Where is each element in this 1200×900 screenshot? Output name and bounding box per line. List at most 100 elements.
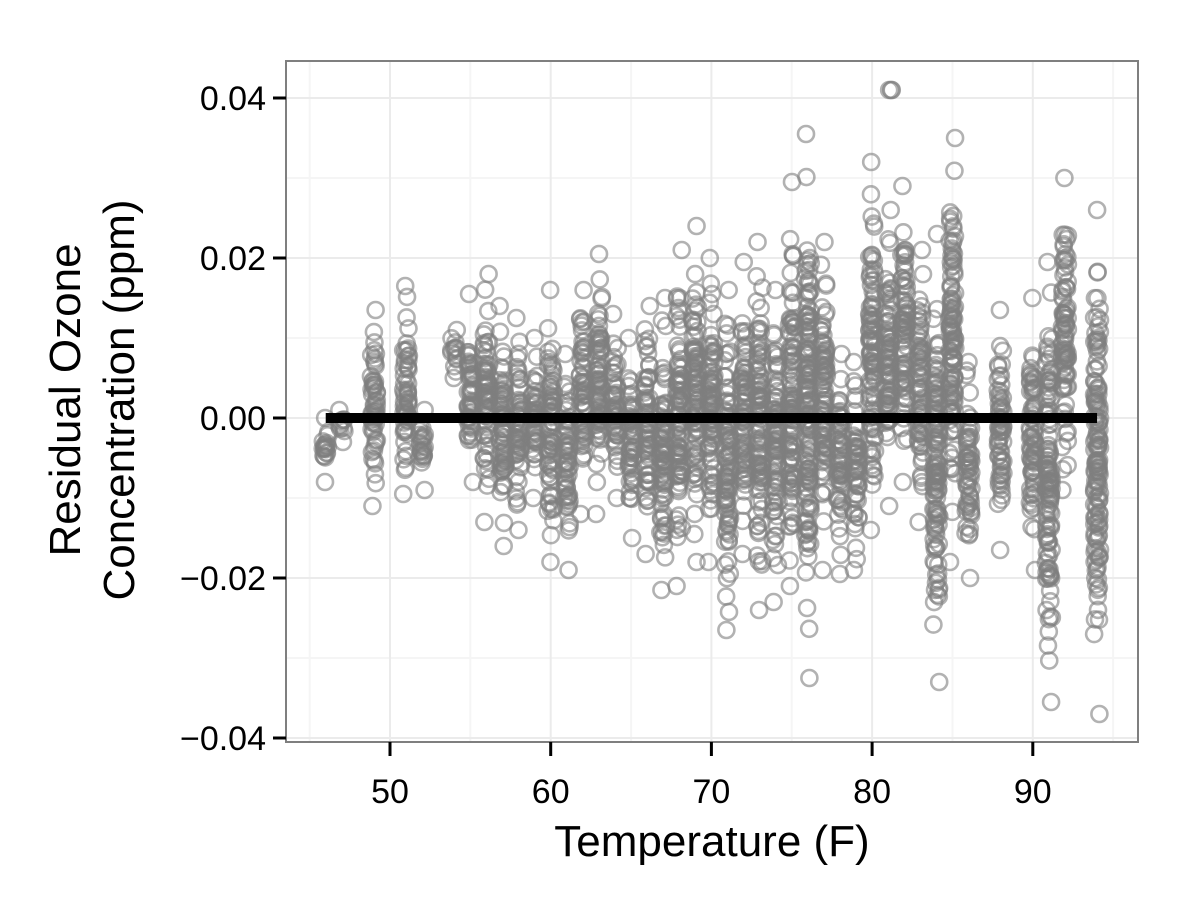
data-point [844,560,864,580]
data-point [539,494,559,514]
data-point [685,524,704,544]
data-point [813,315,832,335]
data-point [636,544,655,564]
data-point [894,243,913,262]
data-point [992,355,1012,374]
x-tick-label: 80 [853,773,891,811]
data-point [909,331,929,351]
data-point [924,592,944,612]
data-point [1039,426,1059,446]
data-point [879,230,898,249]
data-point [366,344,386,364]
data-point [686,301,705,321]
data-point [945,161,964,181]
data-point [587,341,606,361]
data-point [719,508,739,528]
data-point [490,296,509,316]
data-point [865,264,884,283]
data-point [1057,229,1076,249]
data-point [715,532,735,551]
data-point [719,280,738,300]
data-point [753,278,772,297]
data-point [574,445,594,464]
data-point [393,340,413,360]
data-point [1086,454,1106,473]
y-tick-label: 0.04 [200,80,266,118]
data-point [1090,465,1109,485]
data-point [929,672,949,692]
data-point [845,514,865,534]
data-point [1088,569,1108,589]
data-point [717,620,736,640]
data-point [1089,458,1108,477]
data-point [859,247,879,267]
data-point [589,244,609,264]
data-point [830,526,850,546]
data-point [701,274,721,294]
data-point [363,422,383,442]
data-point [704,369,723,388]
data-point [668,515,688,535]
data-point [362,442,382,462]
data-point [667,576,686,596]
data-point [943,330,963,350]
data-point [608,338,627,358]
y-axis-title-line: Concentration (ppm) [95,199,144,600]
data-point [715,555,735,574]
data-point [860,297,880,317]
data-point [734,252,754,272]
data-point [780,576,800,596]
data-point [811,255,831,275]
data-point [1087,200,1107,220]
data-point [522,385,542,405]
data-point [879,496,899,516]
y-tick-label: −0.02 [180,560,266,598]
data-point [394,392,414,412]
data-point [1087,397,1107,417]
data-point [685,264,705,284]
x-tick-label: 60 [532,773,570,811]
data-point [1085,514,1104,534]
data-point [622,528,642,548]
data-point [799,521,819,541]
data-point [474,334,494,353]
data-point [1053,460,1073,479]
data-point [941,277,960,297]
data-point [800,668,819,688]
data-point [846,538,866,558]
data-point [864,217,884,236]
data-point [558,488,577,507]
data-point [509,520,528,540]
data-point [559,560,578,580]
data-point [940,552,960,572]
data-point [801,495,820,514]
data-point [606,356,625,375]
data-point [506,482,526,501]
data-point [686,295,706,314]
x-tick-label: 70 [692,773,730,811]
data-point [865,428,885,448]
data-point [961,492,981,512]
data-point [940,231,959,250]
data-point [780,229,800,249]
data-point [1055,313,1075,333]
data-point [1053,282,1072,301]
data-point [943,206,963,226]
data-point [589,316,609,336]
data-point [603,304,623,324]
data-point [942,322,961,342]
x-tick-label: 50 [371,773,409,811]
data-point [878,427,897,447]
data-point [812,367,831,387]
data-point [476,321,495,340]
data-point [1041,518,1061,537]
data-point [957,429,977,448]
data-point [959,352,978,372]
data-point [477,445,496,464]
data-point [815,356,835,376]
data-point [990,300,1010,320]
data-point [559,521,579,540]
data-point [478,301,498,321]
data-point [704,304,723,324]
